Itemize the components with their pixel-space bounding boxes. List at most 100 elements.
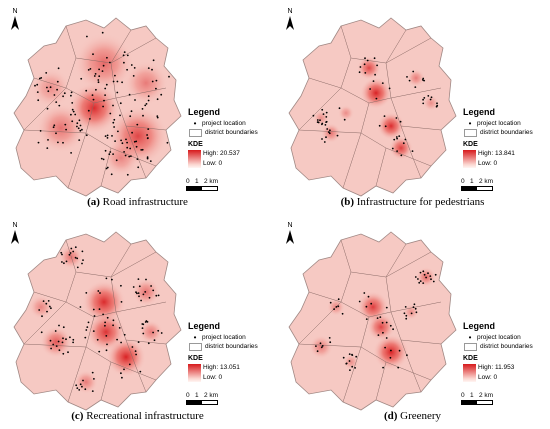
- district-boundary: [298, 87, 342, 131]
- project-location-point: [69, 336, 71, 339]
- kde-gradient: [188, 364, 201, 382]
- project-location-point: [390, 349, 392, 352]
- project-location-point: [316, 121, 319, 123]
- project-location-point: [115, 159, 118, 162]
- project-location-point: [93, 75, 96, 77]
- project-location-point: [381, 321, 384, 324]
- kde-hotspot: [367, 313, 395, 341]
- project-location-point: [152, 59, 155, 62]
- project-location-point: [153, 339, 156, 342]
- kde-hotspot: [82, 280, 126, 324]
- project-location-point: [134, 99, 136, 101]
- kde-map: [288, 231, 457, 411]
- project-location-point: [81, 128, 83, 131]
- project-location-point: [329, 301, 332, 304]
- kde-hotspot: [423, 95, 439, 111]
- scale-bar-graphic: [186, 400, 218, 405]
- project-location-point: [106, 134, 109, 137]
- project-location-point: [398, 349, 401, 352]
- project-location-point: [321, 345, 324, 347]
- project-location-point: [139, 370, 142, 373]
- district-boundary: [33, 239, 77, 303]
- project-location-point: [112, 153, 114, 156]
- project-location-point: [150, 285, 153, 287]
- project-location-point: [98, 68, 100, 71]
- project-location-point: [62, 337, 64, 340]
- project-location-point: [136, 158, 139, 161]
- project-location-point: [147, 95, 150, 98]
- project-location-point: [351, 353, 353, 356]
- project-location-point: [423, 273, 426, 276]
- district-boundary: [375, 361, 387, 401]
- project-location-point: [160, 332, 163, 334]
- project-location-point: [396, 150, 398, 153]
- project-location-point: [122, 54, 125, 57]
- project-location-point: [140, 149, 143, 151]
- project-location-point: [147, 128, 150, 130]
- legend-district-boundaries: district boundaries: [480, 128, 533, 136]
- kde-hotspot: [407, 69, 425, 87]
- project-location-point: [76, 125, 78, 128]
- project-location-point: [410, 312, 413, 315]
- panel-caption: (c) Recreational infrastructure: [0, 410, 275, 422]
- project-location-point: [151, 68, 153, 71]
- project-location-point: [375, 97, 378, 100]
- project-location-point: [329, 341, 332, 344]
- caption-title: Recreational infrastructure: [86, 410, 204, 422]
- project-location-point: [63, 262, 65, 265]
- project-location-point: [61, 261, 63, 263]
- project-location-point: [93, 315, 96, 317]
- project-location-point: [389, 324, 392, 327]
- project-location-point: [120, 372, 122, 375]
- kde-title: KDE: [463, 141, 478, 148]
- project-location-point: [101, 31, 104, 34]
- project-location-point: [166, 141, 169, 144]
- district-boundary: [375, 147, 387, 187]
- kde-hotspot: [74, 33, 134, 93]
- project-location-point: [71, 108, 74, 111]
- project-location-point: [142, 114, 144, 117]
- project-location-point: [329, 129, 331, 132]
- project-location-point: [376, 317, 379, 319]
- north-arrow-icon: [11, 16, 19, 30]
- project-location-point: [133, 67, 136, 69]
- project-location-point: [105, 335, 108, 337]
- project-location-point: [370, 302, 373, 305]
- project-location-point: [98, 308, 101, 310]
- project-location-point: [130, 155, 132, 158]
- project-location-point: [84, 388, 87, 391]
- project-location-point: [62, 352, 65, 355]
- project-location-point: [385, 337, 388, 339]
- project-location-point: [147, 67, 150, 69]
- kde-hotspot: [74, 370, 98, 394]
- project-location-point: [135, 353, 138, 356]
- project-location-point: [126, 146, 129, 149]
- map-legend: Legend • project location district boundari…: [463, 108, 533, 168]
- project-location-point: [395, 117, 398, 119]
- boundary-symbol-icon: [189, 128, 202, 137]
- project-location-point: [351, 365, 354, 368]
- project-location-point: [75, 384, 78, 387]
- project-location-point: [117, 130, 119, 133]
- project-location-point: [138, 285, 141, 288]
- project-location-point: [160, 93, 163, 96]
- project-location-point: [126, 173, 129, 176]
- district-boundary: [400, 125, 422, 179]
- project-location-point: [69, 252, 72, 254]
- project-location-point: [111, 135, 113, 137]
- kde-gradient: [188, 150, 201, 168]
- project-location-point: [112, 80, 115, 83]
- project-location-point: [104, 321, 106, 324]
- project-location-point: [72, 341, 74, 344]
- project-location-point: [78, 119, 81, 122]
- project-location-point: [152, 289, 155, 292]
- project-location-point: [71, 102, 74, 104]
- scale-bar-graphic: [461, 400, 493, 405]
- project-location-point: [62, 141, 64, 144]
- kde-hotspot: [373, 334, 409, 370]
- project-location-point: [113, 118, 116, 121]
- project-location-point: [372, 80, 375, 82]
- north-label: N: [12, 222, 18, 229]
- project-location-point: [108, 153, 111, 156]
